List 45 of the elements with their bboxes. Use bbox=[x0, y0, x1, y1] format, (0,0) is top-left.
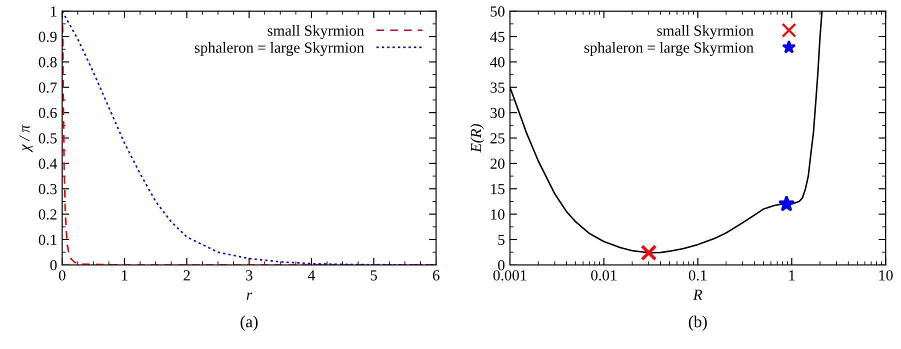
x-tick-label: 1 bbox=[122, 270, 128, 280]
text: (b) bbox=[688, 316, 707, 331]
x-tick-label: 0.001 bbox=[493, 270, 526, 281]
y-tick-label: 0.1 bbox=[38, 234, 56, 246]
legend-label: small Skyrmion bbox=[657, 25, 754, 39]
y-tick-label: 50 bbox=[490, 6, 505, 17]
y-tick-label: 35 bbox=[490, 82, 505, 93]
x-axis-title: r bbox=[246, 292, 252, 300]
y-tick-label: 0.8 bbox=[38, 57, 57, 68]
y-tick-label: 5 bbox=[498, 234, 505, 245]
y-tick-label: 0.6 bbox=[38, 108, 57, 118]
x-tick-label: 0.01 bbox=[591, 270, 616, 281]
y-tick-label: 40 bbox=[490, 57, 505, 68]
text: (a) bbox=[240, 316, 258, 331]
x-tick-label: 1 bbox=[789, 270, 795, 280]
legend-label: sphaleron = large Skyrmion bbox=[584, 42, 754, 56]
x-tick-label: 10 bbox=[879, 270, 893, 281]
y-tick-label: 0 bbox=[50, 260, 57, 270]
y-tick-label: 0.5 bbox=[38, 133, 57, 144]
x-tick-label: 2 bbox=[184, 270, 190, 280]
y-axis-title: χ / π bbox=[19, 124, 33, 152]
legend-label: small Skyrmion bbox=[268, 25, 364, 39]
y-tick-label: 0.4 bbox=[38, 158, 58, 169]
y-tick-label: 30 bbox=[490, 108, 505, 118]
x-tick-label: 5 bbox=[370, 270, 377, 281]
x-tick-label: 4 bbox=[308, 270, 316, 280]
y-tick-label: 45 bbox=[490, 32, 505, 42]
legend-label: sphaleron = large Skyrmion bbox=[194, 42, 364, 56]
y-tick-label: 20 bbox=[490, 158, 505, 169]
y-tick-label: 1 bbox=[51, 6, 56, 16]
y-tick-label: 25 bbox=[490, 133, 505, 144]
line-series bbox=[62, 11, 436, 265]
y-tick-label: 0.9 bbox=[38, 32, 57, 42]
x-tick-label: 3 bbox=[246, 270, 252, 281]
y-axis-title: E(R) bbox=[470, 124, 484, 153]
x-tick-label: 0.1 bbox=[688, 270, 706, 281]
x-tick-label: 0 bbox=[58, 270, 66, 281]
x-axis-title: R bbox=[693, 290, 702, 300]
y-tick-label: 0.3 bbox=[38, 184, 57, 194]
y-tick-label: 15 bbox=[491, 184, 505, 194]
x-tick-label: 6 bbox=[432, 270, 440, 281]
y-tick-label: 10 bbox=[491, 209, 505, 220]
y-tick-label: 0.7 bbox=[38, 82, 57, 93]
y-tick-label: 0.2 bbox=[38, 209, 56, 220]
y-tick-label: 0 bbox=[498, 260, 505, 270]
